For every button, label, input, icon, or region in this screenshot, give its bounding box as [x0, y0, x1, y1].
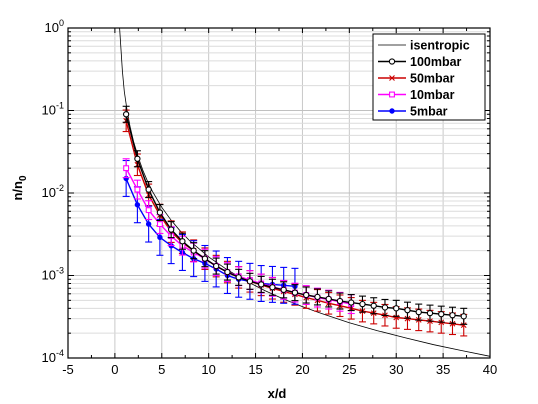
data-point — [156, 221, 163, 228]
x-tick-label: -5 — [62, 362, 74, 377]
x-tick-label: 30 — [389, 362, 403, 377]
data-point — [235, 274, 242, 281]
legend-marker — [389, 91, 395, 98]
x-tick-label: 35 — [436, 362, 450, 377]
legend-marker — [388, 58, 396, 65]
legend-label: 50mbar — [410, 72, 455, 86]
data-point — [449, 312, 456, 319]
x-tick-label: 15 — [248, 362, 262, 377]
axis-ticks: -5 0 5 10 15 20 25 30 35 40 100 10-1 10-2 10-3 10-4 — [42, 18, 498, 377]
legend-label: 100mbar — [410, 55, 462, 69]
data-point — [415, 308, 422, 316]
data-point — [314, 293, 321, 301]
series-line — [125, 178, 295, 287]
x-tick-label: 0 — [111, 362, 118, 377]
data-point — [258, 281, 265, 288]
x-axis-title: x/d — [268, 386, 287, 401]
data-point — [325, 295, 332, 303]
data-point — [156, 209, 164, 216]
data-point — [336, 297, 344, 305]
data-point — [404, 307, 411, 314]
legend-entry-5mbar: 5mbar — [378, 105, 448, 119]
data-point — [213, 262, 220, 270]
data-point — [145, 207, 152, 214]
x-tick-label: 40 — [483, 362, 497, 377]
legend: isentropic 100mbar 50mbar 10mbar 5mbar — [372, 33, 486, 121]
data-point — [224, 268, 231, 276]
legend-label: 10mbar — [410, 88, 455, 102]
data-point — [348, 299, 355, 306]
y-axis-title: n/n0 — [10, 175, 29, 201]
svg-text:n/n0: n/n0 — [10, 175, 29, 201]
data-point — [426, 309, 434, 317]
data-point — [381, 304, 389, 311]
isentropic-line — [119, 27, 491, 357]
legend-entry-100mbar: 100mbar — [378, 55, 462, 69]
series-100mbar — [122, 105, 468, 325]
legend-marker — [389, 75, 395, 81]
legend-marker — [389, 108, 395, 114]
series-layer — [122, 105, 468, 337]
x-tick-label: 5 — [158, 362, 165, 377]
legend-entry-isentropic: isentropic — [378, 39, 470, 53]
legend-label: 5mbar — [410, 105, 448, 119]
y-axis-title-sub: 0 — [18, 175, 29, 181]
data-point — [168, 226, 175, 233]
data-point — [134, 155, 141, 162]
data-point — [303, 291, 310, 299]
data-point — [438, 311, 445, 318]
data-point — [370, 302, 377, 309]
y-tick-label: 10-3 — [42, 266, 64, 283]
data-point — [460, 322, 467, 329]
data-point — [145, 221, 152, 227]
data-point — [460, 313, 467, 320]
data-point — [201, 255, 209, 262]
data-point — [122, 111, 130, 118]
x-tick-label: 20 — [295, 362, 309, 377]
data-point — [359, 300, 366, 308]
y-tick-label: 10-4 — [42, 348, 64, 365]
y-axis-title-main: n/n — [10, 181, 25, 201]
data-point — [145, 186, 152, 193]
legend-entry-50mbar: 50mbar — [378, 72, 455, 86]
y-tick-label: 10-1 — [42, 101, 64, 118]
x-tick-label: 25 — [342, 362, 356, 377]
data-point — [190, 247, 197, 254]
y-tick-label: 100 — [45, 18, 64, 35]
data-point — [123, 165, 130, 172]
legend-label: isentropic — [410, 39, 470, 53]
data-point — [157, 234, 163, 241]
data-point — [134, 186, 141, 193]
data-point — [179, 238, 186, 245]
y-tick-label: 10-2 — [42, 183, 64, 200]
x-tick-label: 10 — [201, 362, 215, 377]
data-point — [291, 289, 299, 296]
legend-entry-10mbar: 10mbar — [378, 88, 455, 102]
data-point — [246, 278, 254, 285]
data-point — [134, 202, 141, 208]
isentropic-curve-layer — [119, 27, 491, 357]
data-point — [280, 286, 287, 293]
data-point — [269, 284, 276, 291]
data-point — [393, 305, 400, 312]
